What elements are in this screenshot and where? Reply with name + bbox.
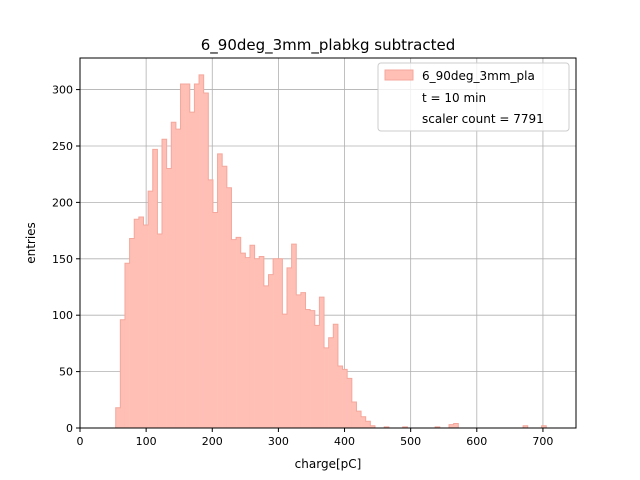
histogram-bar [236,237,242,428]
legend-time-label: t = 10 min [422,91,486,105]
histogram-bar [175,129,181,428]
histogram-bar [124,263,130,428]
histogram-bar [541,425,547,428]
histogram-bar [148,191,154,428]
x-axis-label: charge[pC] [295,457,362,471]
x-axis-ticks: 0 100 200 300 400 500 600 700 [77,428,553,448]
histogram-bar [365,421,371,428]
x-tick-label: 600 [466,435,487,448]
histogram-bar [286,267,292,428]
histogram-bar [185,83,191,428]
histogram-bar [254,258,260,428]
histogram-bar [120,319,126,428]
legend-swatch [384,69,414,81]
histogram-bar [384,426,390,428]
y-axis-label: entries [24,222,38,264]
histogram-bar [208,179,214,428]
histogram-bar [268,274,274,428]
histogram-bar [523,425,529,428]
histogram-outline [115,74,547,429]
plot-frame [79,57,577,429]
histogram-bar [333,324,339,428]
histogram-bar [402,426,408,428]
histogram-bar [226,187,232,428]
x-tick-label: 200 [202,435,223,448]
histogram-bar [129,238,135,428]
histogram-bar [310,310,316,428]
histogram-bar [217,153,223,428]
histogram-bar [361,416,366,428]
histogram-bar [138,217,144,428]
histogram-bar [328,337,334,428]
y-tick-label: 50 [59,366,73,379]
histogram-bar [337,365,343,428]
histogram-bar [166,168,172,429]
histogram-bar [300,292,306,428]
histogram-bar [152,149,158,428]
x-tick-label: 100 [136,435,157,448]
y-tick-label: 250 [52,140,73,153]
histogram-bar [351,402,357,428]
histogram-bar [180,83,186,428]
legend-scaler-label: scaler count = 7791 [422,112,544,126]
histogram-bar [291,244,297,428]
x-tick-label: 500 [400,435,421,448]
y-tick-label: 300 [52,84,73,97]
histogram-bar [356,411,362,428]
histogram-bar [296,294,302,428]
histogram-bar [212,212,218,428]
histogram-bar [449,424,454,428]
histogram-bar [319,297,325,428]
histogram-bar [194,83,200,428]
legend-box [377,62,570,132]
x-tick-label: 0 [77,435,84,448]
chart-title: 6_90deg_3mm_plabkg subtracted [201,36,456,55]
histogram-bar [249,245,255,428]
histogram-bar [115,407,121,428]
histogram-bar [245,257,251,428]
histogram-bar [282,314,288,428]
histogram-bar [240,253,246,428]
histogram-bar [342,369,348,428]
histogram-bar [347,378,353,428]
histogram-bar [305,309,311,428]
histogram-bar [435,426,441,428]
histogram-bar [171,122,177,429]
histogram-bar [143,224,149,428]
histogram-bar [453,423,459,428]
histogram-bar [263,285,269,428]
histogram-bar [324,347,329,428]
histogram-bar [162,139,167,428]
histogram-bar [203,92,209,428]
histogram-bar [231,239,237,428]
histogram-bar [273,258,279,428]
y-tick-label: 0 [66,422,73,435]
x-tick-label: 700 [532,435,553,448]
histogram-bar [314,325,320,428]
histogram-bar [134,219,140,428]
histogram-bar [222,166,228,429]
histogram-bar [189,112,195,429]
y-tick-label: 200 [52,196,73,209]
x-tick-label: 400 [334,435,355,448]
y-axis-ticks: 0 50 100 150 200 250 300 [52,84,80,435]
histogram-bar [157,233,163,428]
histogram-bar [370,425,376,428]
y-tick-label: 150 [52,253,73,266]
histogram-bar [259,256,265,428]
histogram-bars [115,74,547,429]
legend-series-label: 6_90deg_3mm_pla [422,69,535,83]
histogram-bar [199,74,204,429]
y-tick-label: 100 [52,309,73,322]
x-tick-label: 300 [268,435,289,448]
legend: 6_90deg_3mm_pla t = 10 min scaler count … [377,62,570,132]
histogram-bar [277,258,283,428]
